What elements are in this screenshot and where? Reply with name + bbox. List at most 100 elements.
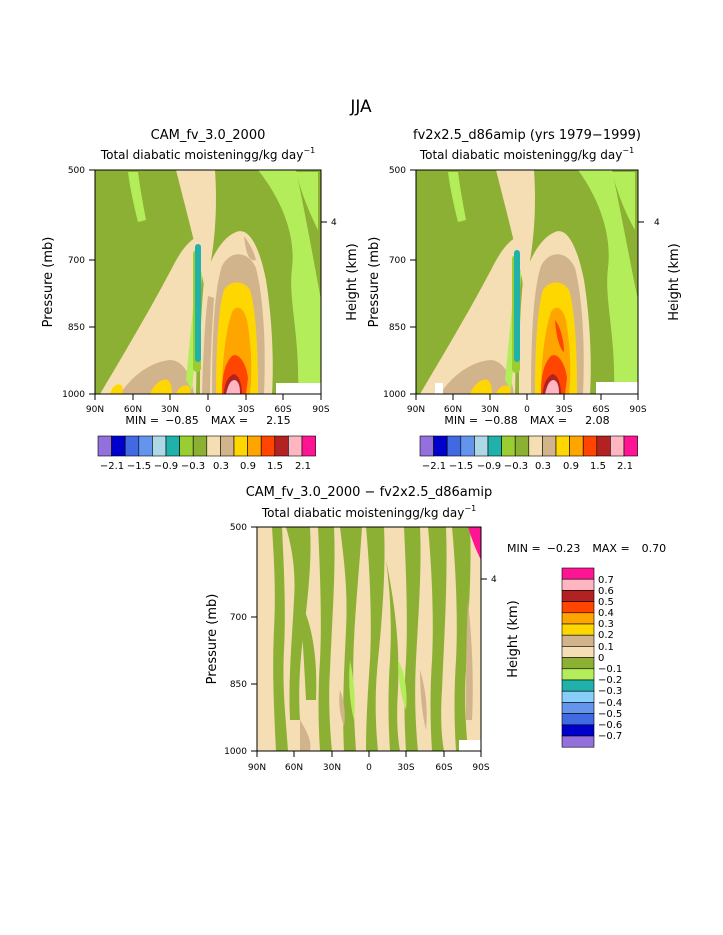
colorbar-swatch	[561, 657, 595, 670]
colorbar-swatch	[301, 435, 316, 457]
panel-right-colorbar-label: 1.5	[590, 461, 606, 472]
panel-diff-xtick: 30S	[397, 763, 414, 773]
panel-diff-minmax: MIN = −0.23 MAX = 0.70	[507, 542, 666, 555]
panel-diff-ytick: 700	[230, 613, 247, 623]
colorbar-swatch	[569, 435, 584, 457]
colorbar-swatch	[561, 623, 595, 636]
panel-left-colorbar-label: 0.9	[240, 461, 256, 472]
panel-right-ytick: 500	[389, 166, 406, 176]
panel-right-colorbar-label: 0.3	[535, 461, 551, 472]
panel-diff: CAM_fv_3.0_2000 − fv2x2.5_d86amip Total …	[205, 485, 666, 773]
colorbar-swatch	[152, 435, 167, 457]
figure-title: JJA	[349, 97, 372, 117]
panel-left-title: CAM_fv_3.0_2000	[151, 128, 266, 143]
panel-right-xtick: 30N	[481, 405, 499, 415]
panel-diff-colorbar-label: −0.7	[598, 731, 622, 742]
colorbar-swatch	[487, 435, 502, 457]
panel-right-xtick: 30S	[555, 405, 572, 415]
panel-left-field	[95, 170, 321, 394]
panel-right-minmax: MIN = −0.88 MAX = 2.08	[444, 414, 609, 427]
panel-diff-colorbar-label: −0.5	[598, 709, 622, 720]
colorbar-swatch	[220, 435, 235, 457]
panel-left-xtick: 60N	[124, 405, 142, 415]
panel-right-xtick: 0	[524, 405, 530, 415]
colorbar-swatch	[561, 646, 595, 658]
panel-diff-xtick: 30N	[323, 763, 341, 773]
colorbar-swatch	[233, 435, 248, 457]
panel-left-y-ticks: 500 700 850 1000 4	[62, 166, 337, 400]
panel-left-ytick: 1000	[62, 390, 85, 400]
panel-left-colorbar-label: −0.3	[181, 461, 205, 472]
panel-diff-colorbar-label: 0.2	[598, 630, 614, 641]
panel-right-ytick: 850	[389, 323, 406, 333]
colorbar-swatch	[501, 435, 516, 457]
panel-right-colorbar-label: 2.1	[617, 461, 633, 472]
colorbar-swatch	[561, 679, 595, 692]
panel-left-colorbar-label: 1.5	[267, 461, 283, 472]
panel-left-xtick: 60S	[274, 405, 291, 415]
colorbar-swatch	[561, 634, 595, 647]
panel-left-x-ticks: 90N 60N 30N 0 30S 60S 90S	[86, 394, 330, 415]
colorbar-swatch	[561, 713, 595, 726]
colorbar-swatch	[561, 735, 595, 748]
panel-left-ytick: 850	[68, 323, 85, 333]
colorbar-swatch	[542, 435, 557, 457]
colorbar-swatch	[561, 601, 595, 614]
panel-left-xtick: 30N	[161, 405, 179, 415]
panel-left-colorbar	[97, 435, 316, 457]
panel-left-xtick: 30S	[237, 405, 254, 415]
colorbar-swatch	[555, 435, 570, 457]
panel-right-xtick: 60S	[592, 405, 609, 415]
panel-diff-colorbar-label: 0.1	[598, 642, 614, 653]
panel-diff-subtitle: Total diabatic moisteningg/kg day−1	[261, 504, 476, 520]
panel-diff-xtick: 90S	[472, 763, 489, 773]
panel-diff-colorbar-label: −0.6	[598, 720, 622, 731]
colorbar-swatch	[274, 435, 289, 457]
colorbar-swatch	[446, 435, 462, 457]
panel-diff-colorbar-label: 0.3	[598, 619, 614, 630]
panel-right-ytick: 700	[389, 256, 406, 266]
panel-diff-colorbar-label: −0.1	[598, 664, 622, 675]
colorbar-swatch	[247, 435, 262, 457]
panel-diff-colorbar-label: 0.5	[598, 597, 614, 608]
colorbar-swatch	[582, 435, 598, 457]
panel-diff-colorbar-label: −0.3	[598, 686, 622, 697]
panel-right-colorbar-label: −0.3	[504, 461, 528, 472]
panel-left-colorbar-label: −0.9	[154, 461, 178, 472]
panel-left-colorbar-labels: −2.1 −1.5 −0.9 −0.3 0.3 0.9 1.5 2.1	[100, 461, 311, 472]
panel-diff-xtick: 60N	[285, 763, 303, 773]
panel-diff-colorbar-label: 0	[598, 653, 604, 664]
panel-left-ytick: 700	[68, 256, 85, 266]
panel-right-xtick: 90S	[629, 405, 646, 415]
panel-left-xtick: 0	[205, 405, 211, 415]
colorbar-swatch	[433, 435, 448, 457]
panel-diff-y-ticks: 500 700 850 1000 4	[224, 523, 497, 757]
panel-right-xtick: 60N	[444, 405, 462, 415]
panel-left-ytick: 500	[68, 166, 85, 176]
panel-diff-ytick: 500	[230, 523, 247, 533]
panel-right-colorbar-labels: −2.1 −1.5 −0.9 −0.3 0.3 0.9 1.5 2.1	[422, 461, 633, 472]
colorbar-swatch	[514, 435, 530, 457]
colorbar-swatch	[179, 435, 194, 457]
panel-left-ylabel: Pressure (mb)	[41, 237, 56, 328]
panel-diff-colorbar-label: 0.6	[598, 586, 614, 597]
panel-diff-colorbar-label: −0.2	[598, 675, 622, 686]
panel-right-field	[416, 170, 638, 394]
panel-left-colorbar-label: −1.5	[127, 461, 151, 472]
panel-left-colorbar-label: 2.1	[295, 461, 311, 472]
panel-right: fv2x2.5_d86amip (yrs 1979−1999) Total di…	[367, 128, 682, 472]
colorbar-swatch	[561, 612, 595, 625]
colorbar-swatch	[288, 435, 303, 457]
panel-diff-field	[257, 527, 481, 751]
panel-left-colorbar-label: 0.3	[213, 461, 229, 472]
colorbar-swatch	[474, 435, 489, 457]
colorbar-swatch	[111, 435, 126, 457]
panel-diff-colorbar-label: −0.4	[598, 698, 622, 709]
colorbar-swatch	[561, 578, 595, 591]
colorbar-swatch	[419, 435, 434, 457]
panel-left-height-tick: 4	[331, 218, 337, 228]
panel-diff-xtick: 0	[366, 763, 372, 773]
panel-right-colorbar-label: −1.5	[449, 461, 473, 472]
panel-diff-x-ticks: 90N 60N 30N 0 30S 60S 90S	[248, 751, 490, 773]
